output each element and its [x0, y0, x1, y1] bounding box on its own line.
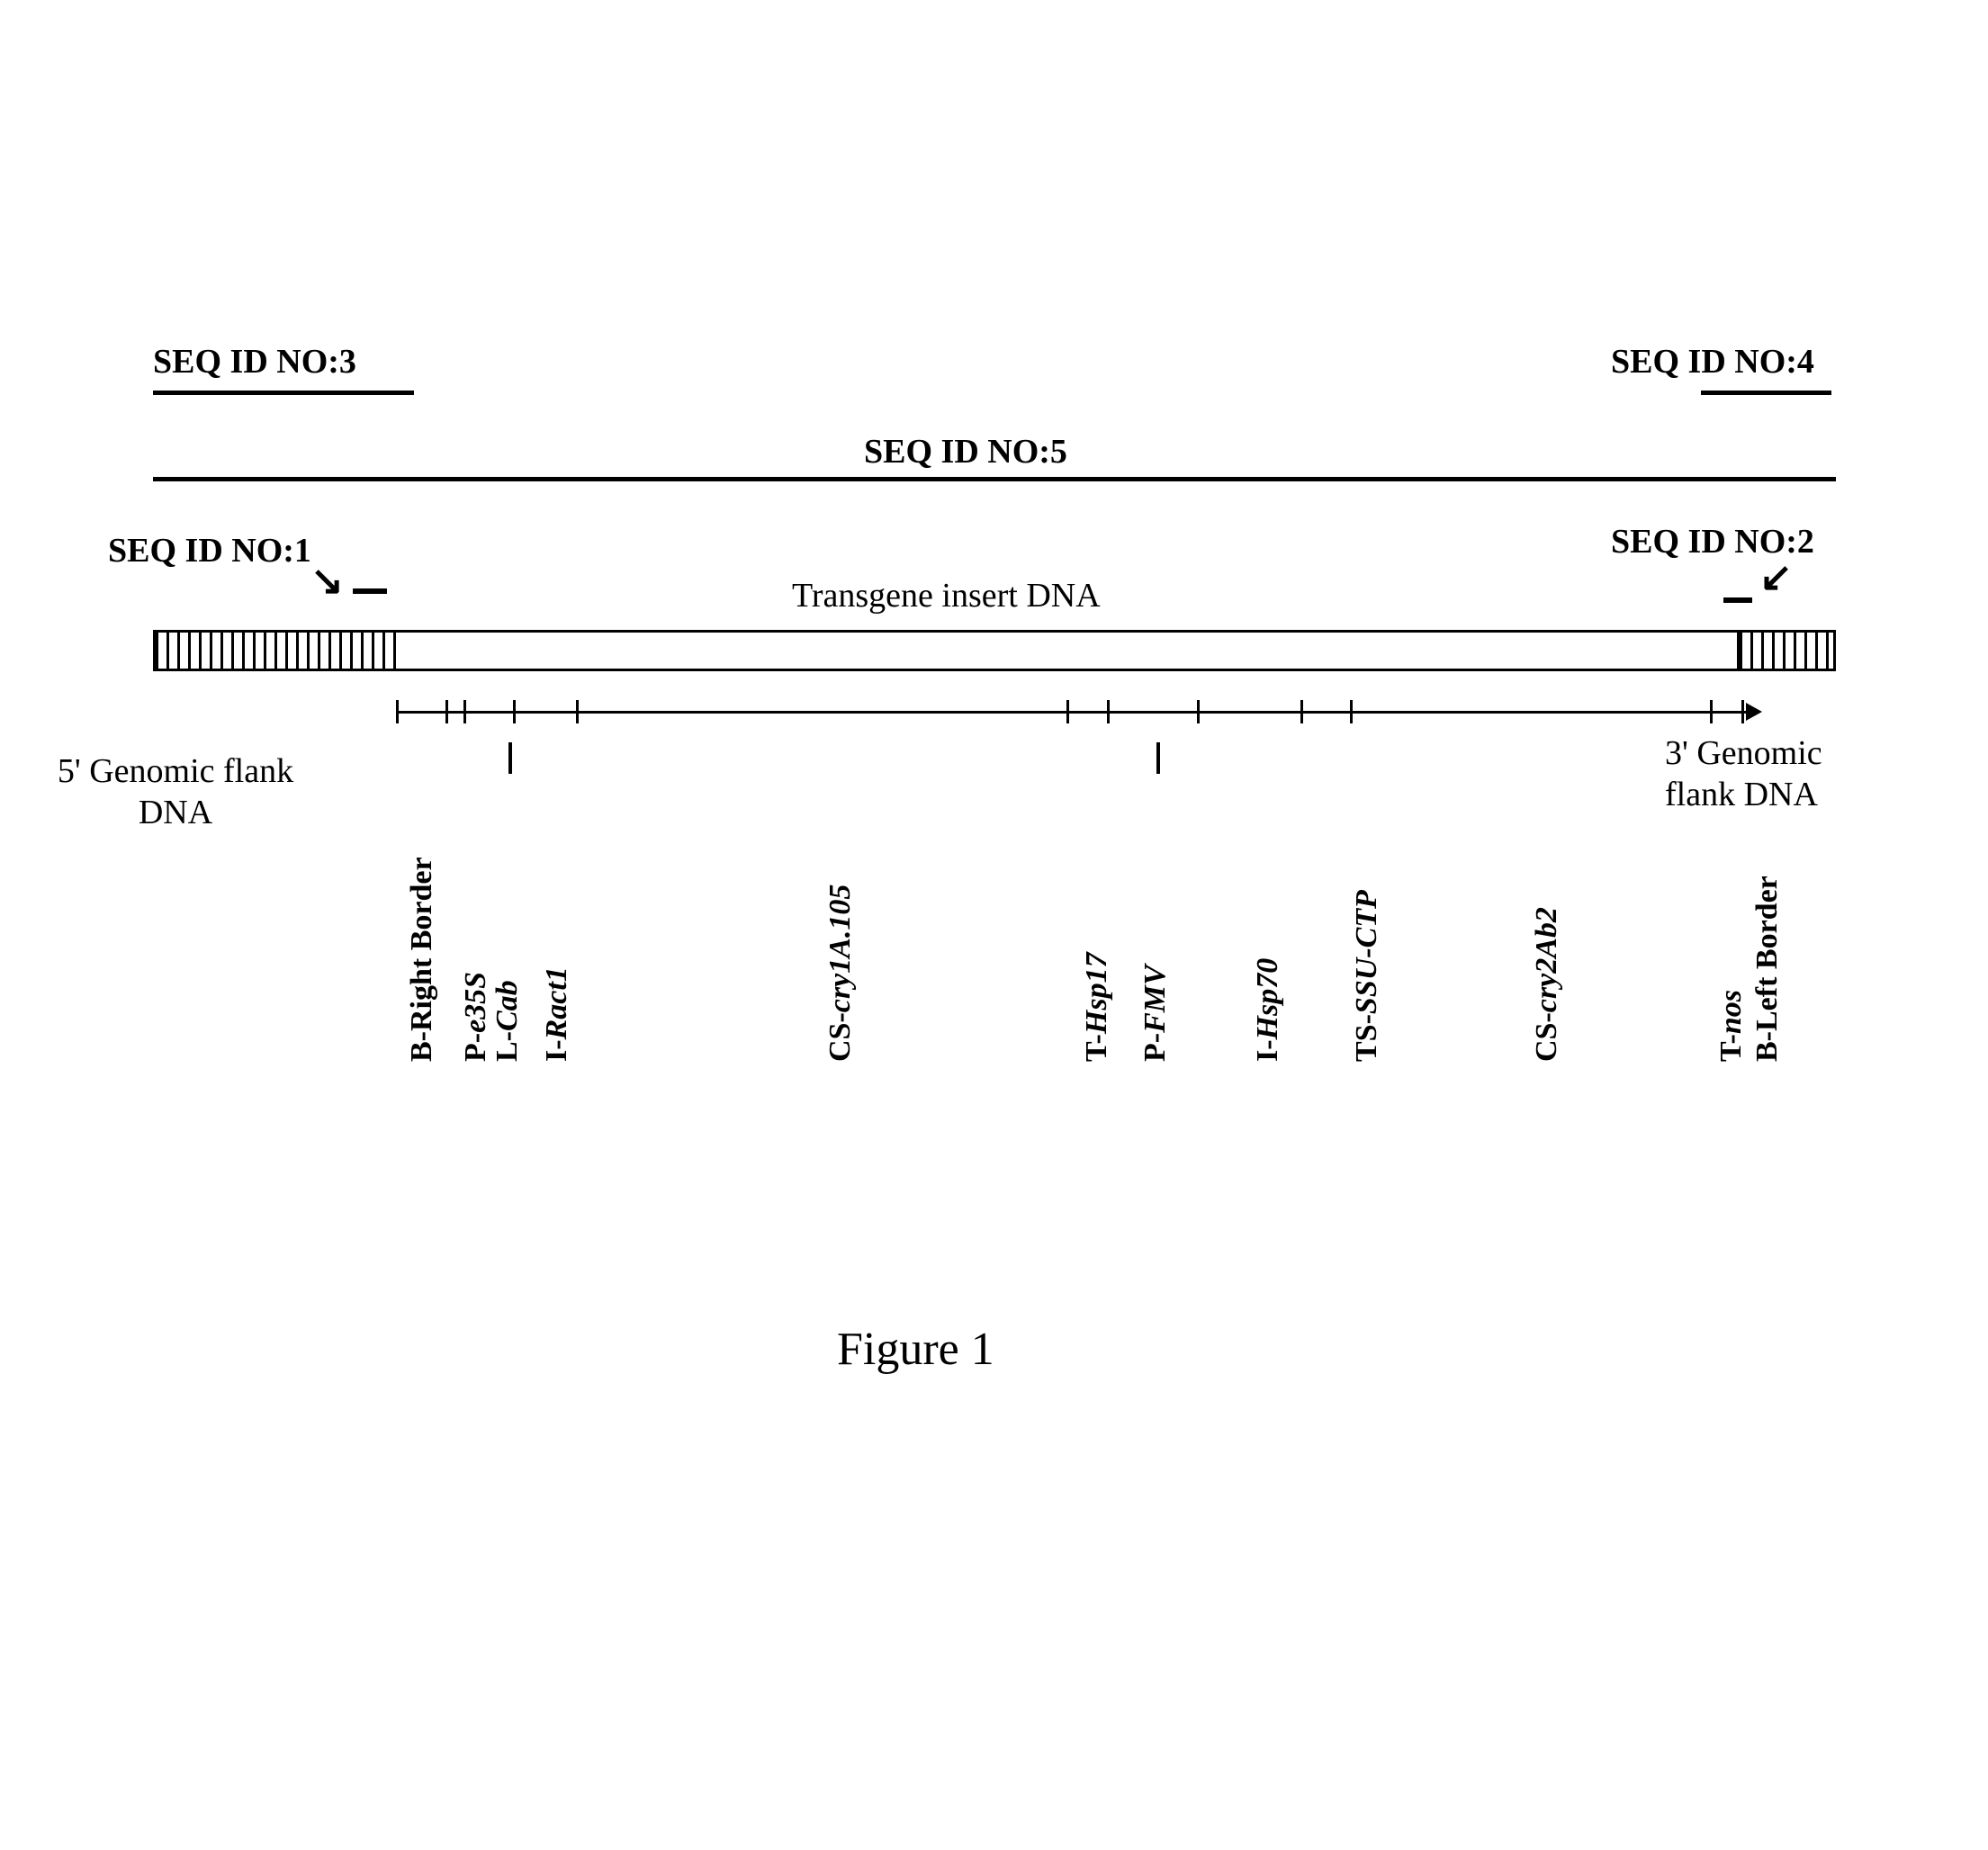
figure-caption: Figure 1: [837, 1323, 994, 1376]
tick: [513, 700, 516, 723]
feature-label: CS-cry1A.105: [823, 885, 858, 1062]
feature-label: CS-cry2Ab2: [1530, 907, 1564, 1062]
arrow-seq2: ↙: [1759, 558, 1793, 597]
tick: [576, 700, 579, 723]
primer-seq2: [1723, 597, 1752, 603]
feature-label: TS-SSU-CTP: [1350, 890, 1384, 1062]
feature-label: P-FMV: [1138, 965, 1173, 1062]
label-flank3: 3' Genomicflank DNA: [1665, 733, 1863, 815]
feature-label: L-Cab: [490, 980, 525, 1062]
tick: [1741, 700, 1744, 723]
tick: [445, 700, 448, 723]
feature-label: B-Right Border: [405, 857, 439, 1062]
label-seq4: SEQ ID NO:4: [1611, 342, 1814, 382]
flank-5prime-hatch: [153, 630, 396, 671]
tick: [1710, 700, 1713, 723]
tick: [396, 700, 399, 723]
feature-label: T-nos: [1714, 990, 1749, 1062]
axis-arrowhead: [1746, 703, 1762, 721]
feature-label: T-Hsp17: [1080, 952, 1114, 1062]
flank3-text: 3' Genomicflank DNA: [1665, 734, 1822, 813]
bar-seq4: [1701, 391, 1831, 395]
bar-seq3: [153, 391, 414, 395]
arrow-seq1: ↘: [310, 561, 344, 601]
tick: [1197, 700, 1200, 723]
label-seq1: SEQ ID NO:1: [108, 531, 311, 570]
feature-axis: [396, 711, 1746, 714]
label-seq5: SEQ ID NO:5: [864, 432, 1067, 471]
label-seq3: SEQ ID NO:3: [153, 342, 356, 382]
down-tick: [1156, 742, 1160, 774]
feature-label: P-e35S: [459, 972, 493, 1062]
bar-seq5: [153, 477, 1836, 481]
feature-label: B-Left Border: [1750, 876, 1785, 1062]
tick: [463, 700, 466, 723]
label-flank5: 5' Genomic flankDNA: [40, 751, 310, 833]
primer-seq1: [353, 588, 387, 594]
down-tick: [508, 742, 512, 774]
tick: [1300, 700, 1303, 723]
feature-label: I-Hsp70: [1251, 958, 1285, 1062]
flank5-line1: 5' Genomic flankDNA: [58, 752, 293, 831]
feature-label: I-Ract1: [540, 966, 574, 1062]
label-insert: Transgene insert DNA: [792, 576, 1101, 615]
dna-track: [153, 630, 1836, 671]
tick: [1107, 700, 1110, 723]
tick: [1066, 700, 1069, 723]
flank-3prime-hatch: [1737, 630, 1836, 671]
tick: [1350, 700, 1353, 723]
